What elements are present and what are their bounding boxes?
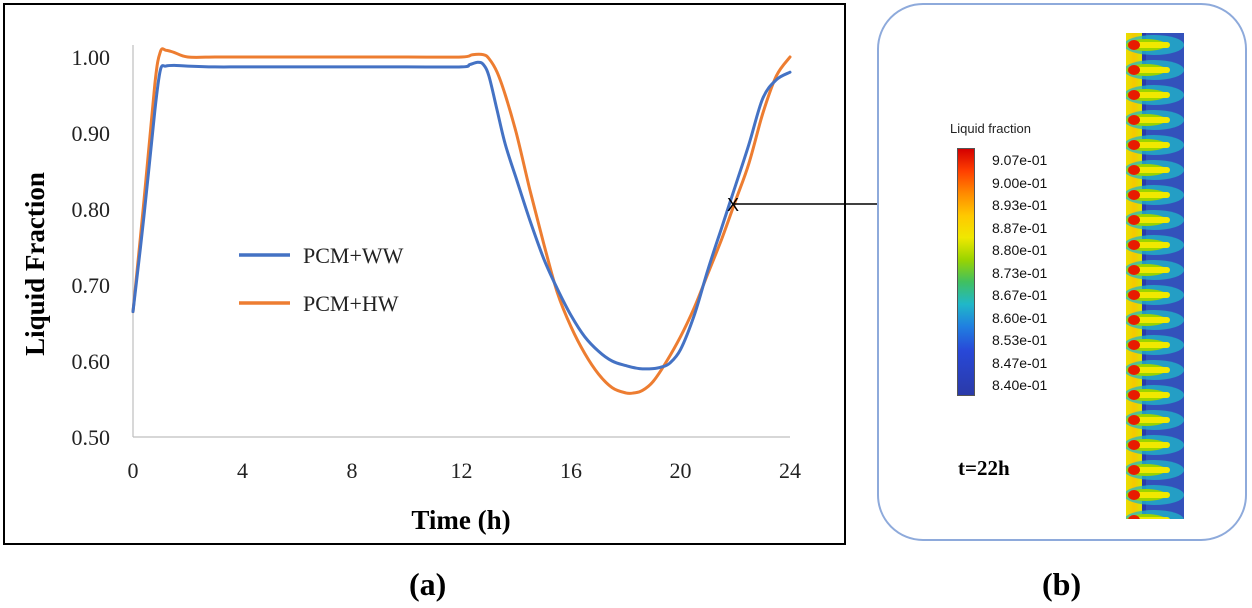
colorbar-label: 8.93e-01	[992, 197, 1048, 213]
contour-fin-hotspot	[1128, 190, 1140, 200]
colorbar	[957, 148, 975, 396]
contour-fin-hotspot	[1128, 115, 1140, 125]
colorbar-label: 8.60e-01	[992, 310, 1048, 326]
contour-fin-hotspot	[1128, 465, 1140, 475]
colorbar-label: 8.67e-01	[992, 287, 1048, 303]
x-tick-label: 4	[237, 458, 248, 483]
contour-fin	[1136, 242, 1170, 248]
contour-fin	[1136, 442, 1170, 448]
contour-fin	[1136, 167, 1170, 173]
contour-fin	[1136, 192, 1170, 198]
contour-fin-hotspot	[1128, 515, 1140, 519]
contour-fin	[1136, 417, 1170, 423]
contour-fin-hotspot	[1128, 390, 1140, 400]
legend-label: PCM+HW	[303, 291, 399, 316]
y-axis-title: Liquid Fraction	[20, 172, 50, 356]
contour-fin-hotspot	[1128, 215, 1140, 225]
x-tick-label: 0	[128, 458, 139, 483]
contour-fin	[1136, 517, 1170, 519]
contour-fin-hotspot	[1128, 40, 1140, 50]
y-tick-label: 0.60	[72, 349, 111, 374]
series-line-pcm-ww	[131, 60, 792, 371]
contour-fin	[1136, 117, 1170, 123]
legend-label: PCM+WW	[303, 243, 404, 268]
colorbar-label: 8.80e-01	[992, 242, 1048, 258]
x-tick-label: 8	[347, 458, 358, 483]
contour-fin-hotspot	[1128, 415, 1140, 425]
contour-fin-hotspot	[1128, 65, 1140, 75]
y-tick-label: 1.00	[72, 45, 111, 70]
contour-fin-hotspot	[1128, 315, 1140, 325]
x-tick-label: 24	[779, 458, 801, 483]
contour-fin	[1136, 392, 1170, 398]
contour-fin	[1136, 142, 1170, 148]
panel-b-frame	[877, 3, 1247, 541]
contour-fin	[1136, 267, 1170, 273]
time-label: t=22h	[958, 456, 1010, 480]
x-tick-label: 20	[670, 458, 692, 483]
contour-fin	[1136, 67, 1170, 73]
colorbar-label: 9.00e-01	[992, 175, 1048, 191]
contour-fin-hotspot	[1128, 340, 1140, 350]
contour-fin	[1136, 467, 1170, 473]
contour-fin	[1136, 217, 1170, 223]
x-axis-title: Time (h)	[411, 505, 510, 535]
contour-fin	[1136, 42, 1170, 48]
panel-a-frame	[3, 3, 846, 545]
contour-fin-hotspot	[1128, 440, 1140, 450]
contour-fin	[1136, 317, 1170, 323]
contour-fin-hotspot	[1128, 90, 1140, 100]
contour-fin-hotspot	[1128, 490, 1140, 500]
colorbar-label: 8.73e-01	[992, 265, 1048, 281]
colorbar-title: Liquid fraction	[950, 121, 1031, 136]
contour-fin-hotspot	[1128, 140, 1140, 150]
contour-fin	[1136, 492, 1170, 498]
contour-fin-hotspot	[1128, 290, 1140, 300]
contour-fin	[1136, 292, 1170, 298]
contour-fin-hotspot	[1128, 265, 1140, 275]
contour-fin	[1136, 342, 1170, 348]
colorbar-label: 9.07e-01	[992, 152, 1048, 168]
liquid-fraction-contour	[1126, 33, 1184, 519]
y-tick-label: 0.90	[72, 121, 111, 146]
colorbar-label: 8.47e-01	[992, 355, 1048, 371]
x-tick-label: 16	[560, 458, 582, 483]
x-tick-label: 12	[451, 458, 473, 483]
colorbar-label: 8.87e-01	[992, 220, 1048, 236]
colorbar-label: 8.40e-01	[992, 377, 1048, 393]
y-tick-label: 0.80	[72, 197, 111, 222]
colorbar-label: 8.53e-01	[992, 332, 1048, 348]
contour-fin-hotspot	[1128, 240, 1140, 250]
contour-fin-hotspot	[1128, 365, 1140, 375]
y-tick-label: 0.50	[72, 425, 111, 450]
crosspoint-marker: X	[727, 195, 739, 215]
caption-a: (a)	[409, 566, 447, 602]
series-line-pcm-hw	[131, 47, 792, 395]
contour-fin	[1136, 92, 1170, 98]
y-tick-label: 0.70	[72, 273, 111, 298]
contour-fin	[1136, 367, 1170, 373]
contour-fin-hotspot	[1128, 165, 1140, 175]
caption-b: (b)	[1042, 566, 1082, 602]
